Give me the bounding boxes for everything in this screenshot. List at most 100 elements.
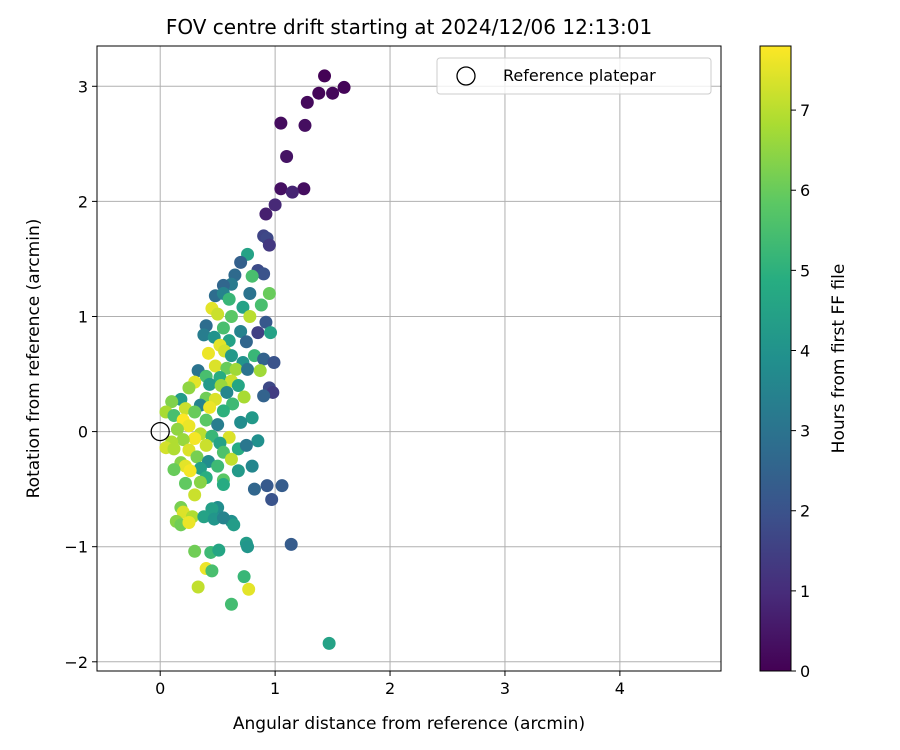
x-tick-label: 3	[500, 679, 510, 698]
data-point	[245, 411, 259, 425]
data-point	[199, 413, 213, 427]
data-point	[247, 482, 261, 496]
data-point	[197, 328, 211, 342]
colorbar-tick-label: 7	[800, 101, 810, 120]
data-point	[237, 390, 251, 404]
reference-platepar-marker	[150, 421, 170, 442]
data-point	[297, 182, 311, 196]
data-point	[203, 400, 217, 414]
data-point	[234, 324, 248, 338]
data-point	[227, 518, 241, 532]
data-point	[239, 438, 253, 452]
data-point	[197, 510, 211, 524]
colorbar: 0 1 2 3 4 5 6 7 Hours from first FF file	[759, 45, 849, 681]
data-point	[182, 516, 196, 530]
data-point	[274, 116, 288, 130]
data-point	[188, 544, 202, 558]
data-point	[298, 118, 312, 132]
data-point	[267, 356, 281, 370]
data-point	[182, 419, 196, 433]
data-point	[243, 286, 257, 300]
data-point	[241, 540, 255, 554]
data-point	[231, 464, 245, 478]
y-tick-label: 3	[78, 77, 88, 96]
data-point	[275, 479, 289, 493]
data-point	[224, 452, 238, 466]
colorbar-frame	[759, 45, 792, 672]
data-point	[326, 86, 340, 100]
plot-area	[96, 45, 722, 672]
data-point	[234, 255, 248, 269]
data-point	[231, 379, 245, 393]
data-point	[190, 450, 204, 464]
data-point	[229, 362, 243, 376]
data-point	[237, 570, 251, 584]
data-point	[224, 309, 238, 323]
data-point	[239, 335, 253, 349]
data-point	[226, 397, 240, 411]
data-point	[236, 300, 250, 314]
x-axis-ticks: 0 1 2 3 4	[155, 671, 625, 698]
grid-lines-x	[159, 46, 621, 671]
data-point	[285, 185, 299, 199]
y-axis-ticks: −2 −1 0 1 2 3	[64, 77, 97, 672]
data-point	[203, 377, 217, 391]
data-point	[234, 415, 248, 429]
x-tick-label: 1	[270, 679, 280, 698]
colorbar-ticks: 0 1 2 3 4 5 6 7	[791, 101, 810, 681]
data-point	[216, 478, 230, 492]
legend-box	[436, 57, 712, 95]
chart-title: FOV centre drift starting at 2024/12/06 …	[166, 15, 652, 39]
data-point	[216, 321, 230, 335]
data-point	[274, 182, 288, 196]
data-point	[262, 286, 276, 300]
data-point	[224, 349, 238, 363]
data-point	[262, 238, 276, 252]
plot-background	[97, 46, 721, 671]
data-point	[300, 95, 314, 109]
data-point	[265, 492, 279, 506]
data-point	[257, 389, 271, 403]
data-point	[280, 149, 294, 163]
data-point	[251, 326, 265, 340]
data-point	[257, 352, 271, 366]
legend-marker-reference	[456, 66, 476, 86]
data-point	[264, 326, 278, 340]
colorbar-tick-label: 2	[800, 502, 810, 521]
y-tick-label: −1	[64, 538, 88, 557]
data-point	[170, 422, 184, 436]
scatter-points	[159, 69, 351, 650]
data-point	[318, 69, 332, 83]
data-point	[260, 479, 274, 493]
colorbar-tick-label: 4	[800, 341, 810, 360]
data-point	[167, 442, 181, 456]
data-point	[191, 580, 205, 594]
data-point	[165, 395, 179, 409]
data-point	[176, 433, 190, 447]
data-point	[205, 502, 219, 516]
data-point	[312, 86, 326, 100]
grid-lines-y	[97, 85, 721, 663]
data-point	[253, 364, 267, 378]
x-axis-label: Angular distance from reference (arcmin)	[233, 714, 585, 734]
data-point	[257, 267, 271, 281]
colorbar-gradient	[760, 46, 791, 671]
data-point	[188, 488, 202, 502]
data-point	[284, 537, 298, 551]
data-point	[211, 307, 225, 321]
data-point	[199, 438, 213, 452]
colorbar-label: Hours from first FF file	[829, 264, 849, 454]
data-point	[211, 459, 225, 473]
data-point	[241, 362, 255, 376]
data-point	[254, 298, 268, 312]
data-point	[216, 511, 230, 525]
data-point	[337, 80, 351, 94]
colorbar-tick-label: 3	[800, 422, 810, 441]
x-tick-label: 4	[615, 679, 625, 698]
colorbar-tick-label: 6	[800, 181, 810, 200]
colorbar-tick-label: 1	[800, 582, 810, 601]
data-point	[188, 431, 202, 445]
y-tick-label: 1	[78, 307, 88, 326]
x-tick-label: 0	[155, 679, 165, 698]
